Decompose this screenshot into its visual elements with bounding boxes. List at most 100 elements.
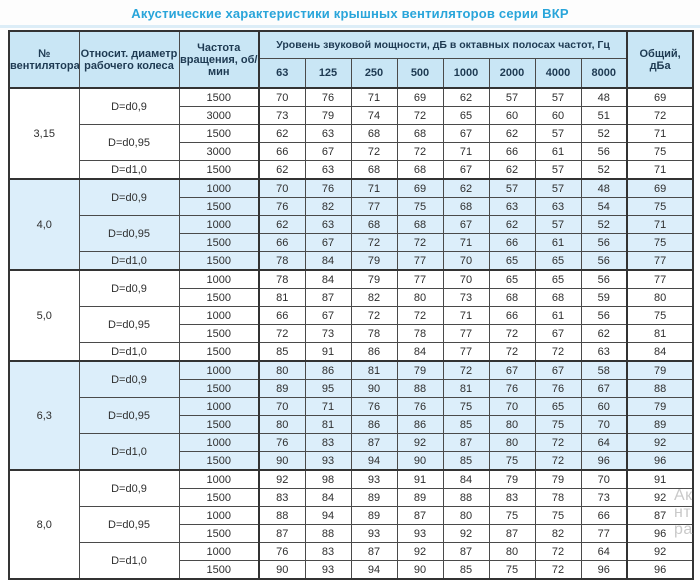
table-row: D=d1,0 1000 76 83 87 92 87 80 72 64 92: [9, 433, 694, 471]
level-cell: 66: [580, 506, 628, 525]
level-cell: 79: [396, 360, 444, 380]
speed-cell: 1000: [178, 269, 260, 289]
level-cell: 79: [304, 106, 352, 125]
diameter-cell: D=d1,0: [78, 542, 180, 580]
level-cell: 75: [488, 560, 536, 580]
speed-cell: 1500: [178, 560, 260, 580]
table-row: 1500 80 81 86 86 85 80 75 70 89: [9, 415, 694, 434]
level-cell: 67: [442, 215, 490, 234]
level-cell: 77: [396, 251, 444, 271]
level-cell: 62: [488, 124, 536, 143]
level-cell: 69: [396, 178, 444, 198]
table-header: № вентилятора Относит. диаметр рабочего …: [8, 30, 694, 89]
level-cell: 87: [442, 433, 490, 452]
level-cell: 76: [304, 178, 352, 198]
table-row: 4,0 D=d0,9 1000 70 76 71 69 62 57 57 48 69: [8, 178, 694, 271]
level-cell: 84: [304, 269, 352, 289]
level-cell: 86: [304, 360, 352, 380]
level-cell: 93: [350, 524, 398, 543]
level-cell: 60: [488, 106, 536, 125]
level-cell: 61: [534, 306, 582, 325]
speed-cell: 1500: [178, 197, 260, 216]
level-cell: 86: [350, 342, 398, 362]
level-cell: 70: [580, 469, 628, 489]
total-cell: 92: [626, 542, 694, 561]
speed-cell: 1000: [178, 215, 260, 234]
watermark-fragment: нт: [674, 504, 692, 521]
diameter-cell: D=d0,9: [78, 469, 180, 507]
total-cell: 87: [626, 506, 694, 525]
fan-number-cell: 4,0: [8, 178, 80, 271]
diameter-cell: D=d0,95: [78, 124, 180, 161]
level-cell: 87: [350, 542, 398, 561]
level-cell: 60: [580, 397, 628, 416]
table-row: 1500 83 84 89 89 88 83 78 73 92: [9, 488, 694, 507]
level-cell: 78: [350, 324, 398, 343]
level-cell: 70: [258, 397, 306, 416]
level-cell: 73: [442, 288, 490, 307]
diameter-cell: D=d0,95: [78, 506, 180, 543]
level-cell: 79: [350, 269, 398, 289]
level-cell: 89: [396, 488, 444, 507]
speed-cell: 1000: [178, 433, 260, 452]
level-cell: 76: [488, 379, 536, 398]
speed-cell: 3000: [178, 142, 260, 161]
level-cell: 59: [580, 288, 628, 307]
level-cell: 62: [442, 178, 490, 198]
level-cell: 89: [350, 488, 398, 507]
level-cell: 67: [580, 379, 628, 398]
level-cell: 70: [488, 397, 536, 416]
level-cell: 67: [304, 306, 352, 325]
table-row: 5,0 D=d0,9 1000 78 84 79 77 70 65 65 56 77: [8, 269, 694, 362]
speed-cell: 1500: [178, 251, 260, 271]
level-cell: 92: [258, 469, 306, 489]
level-cell: 57: [534, 160, 582, 180]
level-cell: 77: [396, 269, 444, 289]
level-cell: 68: [396, 215, 444, 234]
level-cell: 57: [488, 178, 536, 198]
level-cell: 65: [488, 251, 536, 271]
level-cell: 62: [258, 160, 306, 180]
level-cell: 72: [396, 106, 444, 125]
level-cell: 67: [304, 142, 352, 161]
table-row: 3000 66 67 72 72 71 66 61 56 75: [9, 142, 694, 161]
watermark: Ак нт ра: [674, 487, 700, 538]
level-cell: 80: [396, 288, 444, 307]
level-cell: 77: [442, 324, 490, 343]
level-cell: 78: [258, 269, 306, 289]
level-cell: 79: [534, 469, 582, 489]
level-cell: 72: [350, 306, 398, 325]
level-cell: 67: [534, 324, 582, 343]
level-cell: 64: [580, 433, 628, 452]
freq-header-4000: 4000: [534, 58, 582, 89]
level-cell: 94: [350, 560, 398, 580]
level-cell: 75: [396, 197, 444, 216]
level-cell: 74: [350, 106, 398, 125]
level-cell: 56: [580, 142, 628, 161]
speed-cell: 1500: [178, 233, 260, 252]
table-row: 1500 72 73 78 78 77 72 67 62 81: [9, 324, 694, 343]
level-cell: 83: [258, 488, 306, 507]
level-cell: 72: [258, 324, 306, 343]
diameter-cell: D=d0,9: [78, 360, 180, 398]
freq-header-8000: 8000: [580, 58, 628, 89]
level-cell: 66: [258, 142, 306, 161]
total-cell: 96: [626, 524, 694, 543]
level-cell: 81: [304, 415, 352, 434]
level-cell: 67: [488, 360, 536, 380]
level-cell: 70: [442, 251, 490, 271]
level-cell: 72: [396, 233, 444, 252]
total-cell: 71: [626, 215, 694, 234]
level-cell: 85: [258, 342, 306, 362]
level-cell: 52: [580, 124, 628, 143]
level-cell: 70: [258, 178, 306, 198]
total-cell: 96: [626, 451, 694, 471]
level-cell: 76: [304, 87, 352, 107]
level-cell: 89: [258, 379, 306, 398]
level-cell: 81: [258, 288, 306, 307]
speed-cell: 1500: [178, 342, 260, 362]
diameter-cell: D=d0,95: [78, 397, 180, 434]
level-cell: 83: [304, 433, 352, 452]
level-cell: 93: [304, 560, 352, 580]
level-cell: 92: [396, 542, 444, 561]
